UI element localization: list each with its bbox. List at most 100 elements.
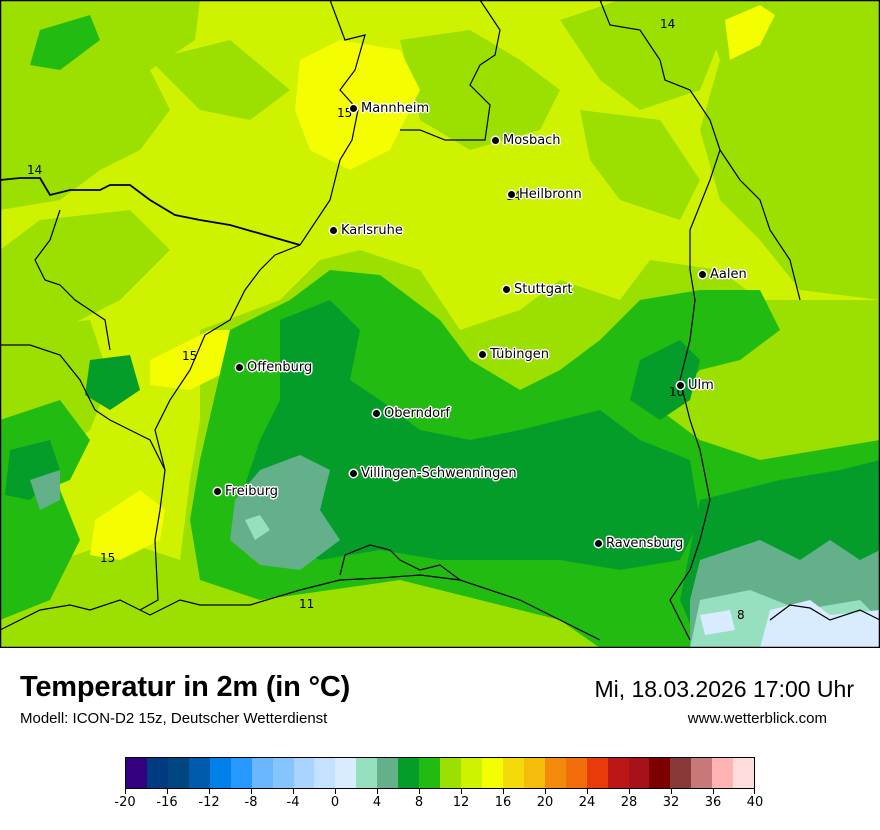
city-marker-icon: [508, 191, 515, 198]
city-marker-icon: [595, 540, 602, 547]
city-marker-icon: [350, 470, 357, 477]
city-karlsruhe[interactable]: Karlsruhe: [330, 223, 403, 238]
city-marker-icon: [330, 227, 337, 234]
legend-swatch: [733, 758, 755, 788]
city-label: Karlsruhe: [341, 223, 403, 238]
city-marker-icon: [479, 351, 486, 358]
legend-tick: [461, 789, 462, 794]
temperature-map[interactable]: 14 15 14 14 15 10 15 11 8 Mannheim Mosba…: [0, 0, 880, 648]
legend-swatch: [440, 758, 461, 788]
legend-swatch: [377, 758, 399, 788]
city-marker-icon: [350, 105, 357, 112]
legend-tick: [545, 789, 546, 794]
legend-tick-label: 12: [452, 795, 470, 810]
legend-swatch: [272, 758, 294, 788]
legend-tick-label: 24: [578, 795, 596, 810]
legend-swatch: [419, 758, 441, 788]
legend-swatch: [188, 758, 210, 788]
city-label: Offenburg: [247, 360, 313, 375]
legend-swatch: [461, 758, 482, 788]
legend-tick-label: -16: [156, 795, 178, 810]
legend-swatch: [146, 758, 168, 788]
legend-swatch: [523, 758, 545, 788]
legend-swatch: [544, 758, 566, 788]
city-marker-icon: [492, 137, 499, 144]
legend-swatch: [230, 758, 252, 788]
city-label: Ulm: [688, 378, 714, 393]
legend-tick-label: -12: [198, 795, 220, 810]
city-offenburg[interactable]: Offenburg: [236, 360, 312, 375]
legend-tick: [754, 789, 755, 794]
legend-tick-label: -8: [244, 795, 258, 810]
legend-swatch: [691, 758, 713, 788]
legend-tick-label: 4: [372, 795, 382, 810]
legend-tick-label: -4: [286, 795, 300, 810]
city-heilbronn[interactable]: Heilbronn: [508, 187, 582, 202]
city-mannheim[interactable]: Mannheim: [350, 101, 429, 116]
website-credit[interactable]: www.wetterblick.com: [687, 710, 827, 727]
city-label: Ravensburg: [606, 536, 684, 551]
color-legend: [125, 757, 755, 789]
legend-tick: [419, 789, 420, 794]
city-label: Aalen: [710, 267, 747, 282]
city-aalen[interactable]: Aalen: [699, 267, 747, 282]
legend-tick: [251, 789, 252, 794]
city-label: Villingen-Schwenningen: [361, 466, 517, 481]
legend-tick: [377, 789, 378, 794]
legend-swatch: [209, 758, 231, 788]
city-villingen-schwenningen[interactable]: Villingen-Schwenningen: [350, 466, 517, 481]
temperature-field: [0, 0, 880, 648]
city-marker-icon: [677, 382, 684, 389]
city-label: Heilbronn: [519, 187, 582, 202]
city-oberndorf[interactable]: Oberndorf: [373, 406, 450, 421]
city-label: Freiburg: [225, 484, 279, 499]
city-freiburg[interactable]: Freiburg: [214, 484, 278, 499]
legend-tick: [671, 789, 672, 794]
forecast-datetime: Mi, 18.03.2026 17:00 Uhr: [594, 676, 854, 702]
model-source: Modell: ICON-D2 15z, Deutscher Wetterdie…: [20, 710, 328, 727]
legend-swatch: [607, 758, 629, 788]
legend-swatch: [251, 758, 273, 788]
city-label: Mannheim: [361, 101, 430, 116]
city-label: Oberndorf: [384, 406, 450, 421]
city-marker-icon: [236, 364, 243, 371]
legend-tick: [167, 789, 168, 794]
legend-swatch: [649, 758, 671, 788]
contour-label: 11: [299, 597, 315, 611]
city-tuebingen[interactable]: Tübingen: [479, 347, 549, 362]
city-marker-icon: [699, 271, 706, 278]
city-ulm[interactable]: Ulm: [677, 378, 714, 393]
legend-swatch: [293, 758, 315, 788]
legend-swatch: [167, 758, 189, 788]
legend-swatch: [481, 758, 503, 788]
legend-swatch: [712, 758, 734, 788]
legend-tick-label: 16: [494, 795, 512, 810]
city-mosbach[interactable]: Mosbach: [492, 133, 561, 148]
city-marker-icon: [373, 410, 380, 417]
legend-swatch: [126, 758, 147, 788]
legend-tick-label: 28: [620, 795, 638, 810]
city-ravensburg[interactable]: Ravensburg: [595, 536, 683, 551]
legend-tick: [629, 789, 630, 794]
legend-swatch: [565, 758, 587, 788]
legend-swatch: [670, 758, 692, 788]
contour-label: 14: [27, 163, 43, 177]
contour-label: 15: [100, 551, 116, 565]
contour-label: 8: [737, 608, 745, 622]
legend-swatch: [356, 758, 378, 788]
legend-tick: [713, 789, 714, 794]
contour-label: 15: [337, 106, 353, 120]
city-marker-icon: [214, 488, 221, 495]
legend-swatch: [502, 758, 524, 788]
legend-tick: [209, 789, 210, 794]
city-label: Mosbach: [503, 133, 561, 148]
contour-label: 14: [660, 17, 676, 31]
legend-swatch: [586, 758, 608, 788]
contour-label: 15: [182, 349, 198, 363]
legend-tick-label: 36: [704, 795, 722, 810]
legend-tick-label: 40: [746, 795, 764, 810]
city-stuttgart[interactable]: Stuttgart: [503, 282, 572, 297]
chart-title: Temperatur in 2m (in °C): [20, 671, 351, 703]
legend-tick-label: 20: [536, 795, 554, 810]
legend-tick: [293, 789, 294, 794]
